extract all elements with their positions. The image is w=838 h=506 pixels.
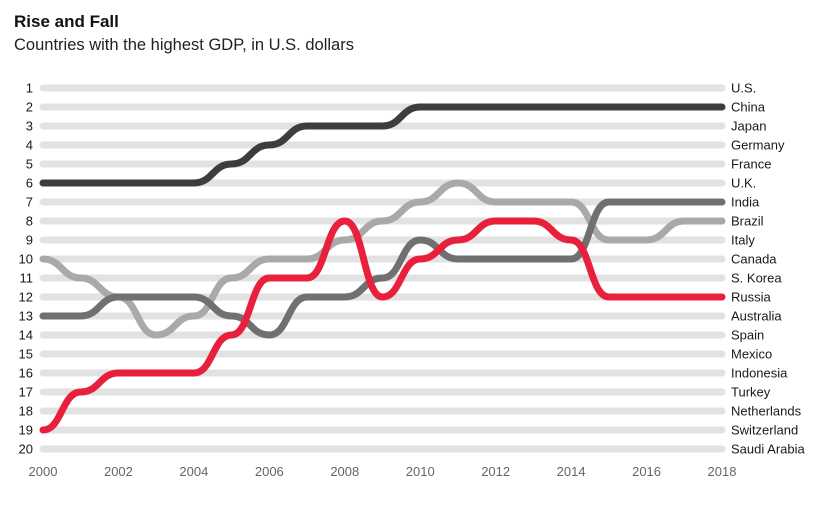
rank-label: Mexico: [731, 347, 772, 362]
y-tick-label: 19: [19, 423, 33, 438]
series-line-india: [39, 198, 726, 339]
y-tick-label: 2: [26, 100, 33, 115]
y-tick-label: 20: [19, 442, 33, 457]
y-tick-label: 4: [26, 138, 33, 153]
rank-label: U.S.: [731, 81, 756, 96]
chart-subtitle: Countries with the highest GDP, in U.S. …: [14, 36, 354, 54]
rank-label: Germany: [731, 138, 785, 153]
rank-label: Russia: [731, 290, 772, 305]
chart-title: Rise and Fall: [14, 12, 119, 31]
x-axis-year-ticks: 2000 2002 2004 2006 2008 2010 2012 2014 2016 2018: [29, 464, 737, 479]
x-tick-label: 2010: [406, 464, 435, 479]
x-tick-label: 2004: [179, 464, 208, 479]
rank-label: Italy: [731, 233, 755, 248]
y-tick-label: 18: [19, 404, 33, 419]
y-tick-label: 6: [26, 176, 33, 191]
x-tick-label: 2008: [330, 464, 359, 479]
y-tick-label: 15: [19, 347, 33, 362]
y-tick-label: 1: [26, 81, 33, 96]
rank-label: Japan: [731, 119, 766, 134]
rank-label: Australia: [731, 309, 782, 324]
x-tick-label: 2012: [481, 464, 510, 479]
rank-label: U.K.: [731, 176, 756, 191]
y-tick-label: 7: [26, 195, 33, 210]
y-tick-label: 11: [20, 271, 34, 286]
rank-label: China: [731, 100, 766, 115]
rank-label: Brazil: [731, 214, 764, 229]
rank-label: Saudi Arabia: [731, 442, 805, 457]
x-tick-label: 2000: [29, 464, 58, 479]
y-tick-label: 5: [26, 157, 33, 172]
highlighted-series: [39, 103, 726, 434]
y-tick-label: 13: [19, 309, 33, 324]
series-line-brazil: [39, 179, 726, 339]
y-tick-label: 16: [19, 366, 33, 381]
rank-label: India: [731, 195, 760, 210]
rank-label: Spain: [731, 328, 764, 343]
x-tick-label: 2016: [632, 464, 661, 479]
y-tick-label: 10: [19, 252, 33, 267]
x-tick-label: 2006: [255, 464, 284, 479]
y-tick-label: 17: [19, 385, 33, 400]
rank-label: Netherlands: [731, 404, 802, 419]
y-tick-label: 3: [26, 119, 33, 134]
y-tick-label: 8: [26, 214, 33, 229]
rank-label: S. Korea: [731, 271, 782, 286]
x-tick-label: 2002: [104, 464, 133, 479]
series-line-russia: [39, 217, 726, 434]
y-tick-label: 12: [19, 290, 33, 305]
x-tick-label: 2018: [708, 464, 737, 479]
country-rank-labels: U.S. China Japan Germany France U.K. India Braz…: [731, 81, 805, 457]
series-line-china: [39, 103, 726, 187]
background-rank-lines: [39, 84, 726, 453]
rank-label: France: [731, 157, 771, 172]
y-tick-label: 14: [19, 328, 33, 343]
rank-label: Switzerland: [731, 423, 798, 438]
x-tick-label: 2014: [557, 464, 586, 479]
rank-label: Turkey: [731, 385, 771, 400]
y-tick-label: 9: [26, 233, 33, 248]
rank-label: Canada: [731, 252, 777, 267]
rank-label: Indonesia: [731, 366, 788, 381]
